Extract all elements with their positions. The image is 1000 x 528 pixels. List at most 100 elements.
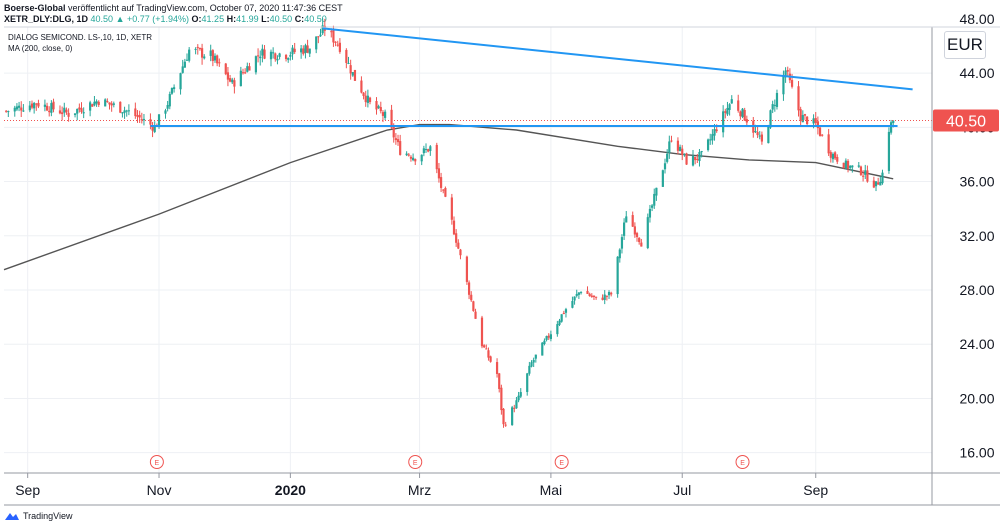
candle-body [241, 72, 245, 74]
y-tick-label: 44.00 [959, 65, 994, 81]
candle-body [80, 108, 83, 112]
candle-body [483, 345, 486, 348]
candle [211, 49, 214, 67]
candle-body [739, 111, 742, 117]
candle [881, 169, 884, 185]
candle [556, 320, 559, 337]
candle [741, 108, 744, 119]
candle [625, 211, 628, 223]
candle-body [498, 373, 501, 389]
trendlines-layer[interactable] [4, 27, 932, 127]
earnings-marker-label: E [155, 460, 160, 467]
candle [317, 36, 320, 44]
earnings-marker[interactable] [554, 455, 569, 469]
candle-body [45, 105, 49, 111]
candle-body [289, 55, 292, 57]
candle-body [586, 290, 589, 294]
candle-body [769, 110, 772, 128]
candle-body [786, 70, 789, 72]
candle [489, 355, 492, 363]
candle-body [859, 166, 863, 175]
x-tick-label: Mrz [408, 482, 431, 498]
candle [306, 39, 309, 54]
candle [360, 76, 363, 94]
candle [872, 176, 875, 189]
candle-body [338, 42, 341, 52]
candle-body [112, 103, 115, 105]
currency-selector[interactable]: EUR [944, 31, 986, 59]
candle-body [816, 121, 819, 129]
candle-body [534, 354, 537, 359]
candle [231, 77, 234, 85]
candle [396, 134, 400, 146]
candle [588, 292, 591, 297]
candle [775, 89, 779, 110]
candle-body [97, 101, 100, 105]
earnings-marker[interactable] [735, 455, 750, 469]
candle [532, 357, 535, 367]
earnings-marker[interactable] [408, 455, 423, 469]
candle-body [121, 112, 124, 114]
candle-body [349, 65, 352, 74]
candle [797, 81, 800, 117]
candle [293, 42, 296, 54]
candle-body [246, 66, 249, 72]
candle [455, 229, 458, 247]
candle [758, 131, 761, 140]
candle [864, 164, 867, 180]
candle [745, 115, 748, 126]
candle-body [78, 107, 81, 110]
candle-body [58, 110, 62, 114]
candle [209, 44, 212, 62]
candle-body [405, 153, 408, 156]
candle [470, 291, 473, 302]
candle-body [821, 134, 824, 136]
candle [487, 347, 490, 361]
candle-body [276, 58, 279, 61]
earnings-marker[interactable] [149, 455, 164, 469]
candle [254, 55, 258, 75]
candle [590, 293, 593, 298]
candle-body [67, 112, 70, 117]
candle [93, 95, 96, 107]
candle-body [663, 163, 667, 170]
candle-body [668, 141, 671, 153]
candle [685, 152, 688, 165]
candle-body [579, 292, 583, 294]
candle-body [465, 256, 469, 282]
candle [123, 106, 126, 119]
candle-body [63, 107, 66, 113]
candle-body [194, 48, 197, 50]
candle [831, 152, 835, 163]
candle-body [172, 87, 176, 90]
candle-body [709, 139, 712, 141]
y-tick-label: 24.00 [959, 336, 994, 352]
candle-body [831, 153, 835, 160]
candle [427, 148, 430, 153]
candle-body [722, 111, 725, 133]
candle-body [319, 34, 322, 37]
candle-body [13, 107, 16, 112]
candle-body [844, 160, 847, 169]
candle [76, 108, 79, 121]
x-tick-label: Sep [803, 482, 828, 498]
chart-legend-instrument[interactable]: DIALOG SEMICOND. LS-,10, 1D, XETR [8, 33, 153, 42]
candle [666, 149, 669, 164]
candle [91, 103, 94, 107]
chart-legend-indicator[interactable]: MA (200, close, 0) [8, 44, 73, 53]
candle [216, 54, 219, 67]
candle [722, 105, 725, 138]
candle-body [35, 103, 38, 105]
candle-body [519, 392, 522, 397]
resistance-trendline[interactable] [322, 27, 913, 91]
x-tick-label: Mai [540, 482, 563, 498]
candle [22, 104, 25, 112]
candle-body [872, 180, 875, 188]
candle-body [381, 112, 385, 116]
candle-body [52, 101, 55, 110]
candle-body [846, 160, 850, 169]
candle-body [95, 101, 98, 104]
tradingview-footer[interactable]: TradingView [4, 511, 73, 521]
